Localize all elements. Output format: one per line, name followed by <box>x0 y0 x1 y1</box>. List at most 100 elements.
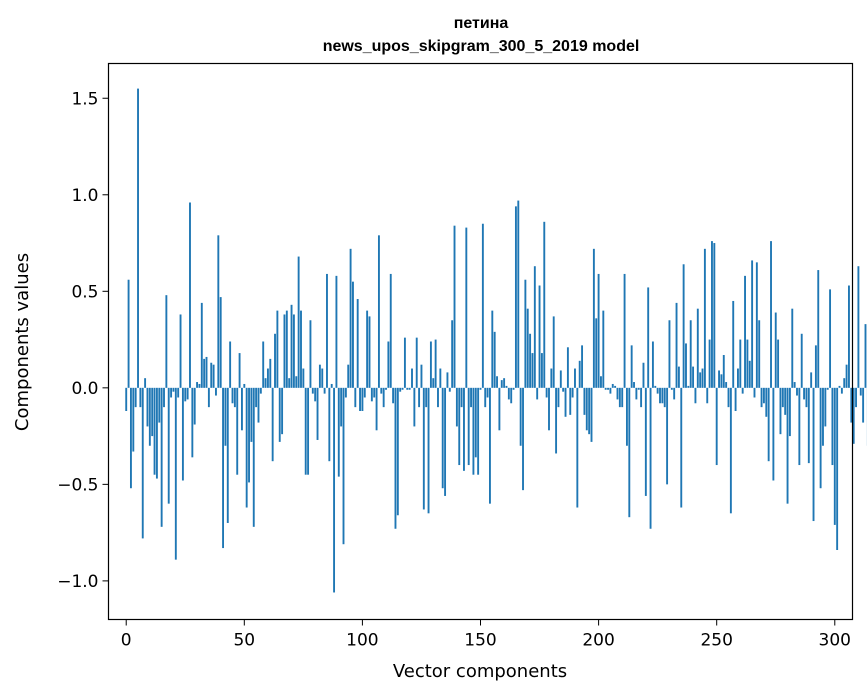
bar <box>141 387 144 539</box>
bar <box>838 385 841 388</box>
bar <box>363 387 366 398</box>
bar <box>706 387 709 404</box>
bar <box>779 387 782 435</box>
bar <box>642 362 645 388</box>
bar <box>292 314 295 388</box>
bar <box>791 308 794 388</box>
bar <box>680 387 683 508</box>
bar <box>673 387 676 400</box>
bar <box>463 387 465 471</box>
bar <box>533 266 536 388</box>
bar <box>663 387 666 408</box>
bar <box>852 387 855 444</box>
bar <box>375 387 378 431</box>
y-tick-label: −0.5 <box>57 475 98 495</box>
bar <box>751 260 754 388</box>
bar <box>196 382 199 388</box>
bar <box>255 387 258 408</box>
bar <box>538 285 541 388</box>
bar <box>545 387 548 398</box>
bar <box>814 345 817 388</box>
bar <box>427 387 430 514</box>
bar <box>607 387 609 390</box>
bar <box>583 387 586 415</box>
bar <box>356 299 359 388</box>
plot-frame <box>107 62 854 621</box>
bar <box>361 387 364 411</box>
bar <box>595 318 598 388</box>
x-tick-label: 250 <box>700 631 732 651</box>
bar <box>810 372 813 388</box>
bar <box>822 387 824 446</box>
bar <box>486 387 489 398</box>
chart-title-line2: news_upos_skipgram_300_5_2019 model <box>323 38 640 55</box>
bar <box>399 387 402 392</box>
bar <box>708 339 711 388</box>
bar <box>840 387 843 394</box>
bar <box>151 387 154 437</box>
bar <box>314 387 317 402</box>
bar <box>366 310 369 388</box>
bar <box>205 356 208 388</box>
chart-title-line1: петина <box>454 15 509 32</box>
bar <box>531 353 534 388</box>
bar <box>753 387 756 398</box>
bar <box>824 387 827 427</box>
bar <box>600 376 602 388</box>
bar <box>352 281 354 388</box>
bar <box>467 387 470 466</box>
bar <box>826 387 829 390</box>
bar <box>564 387 567 417</box>
bar <box>219 297 222 388</box>
bar <box>722 355 725 388</box>
bar <box>651 341 654 388</box>
bar <box>311 387 314 394</box>
bar <box>278 387 281 442</box>
bar <box>574 368 576 388</box>
bar <box>434 339 437 388</box>
bar <box>342 387 345 545</box>
bar <box>193 387 196 425</box>
bar <box>326 273 328 388</box>
bar <box>514 206 517 388</box>
bar <box>682 264 685 388</box>
bar <box>496 376 498 388</box>
bar <box>590 387 593 442</box>
bar <box>720 374 723 388</box>
bar <box>127 279 130 388</box>
bar <box>855 387 857 408</box>
bar <box>241 387 243 431</box>
bar <box>774 312 777 388</box>
bar <box>788 387 791 437</box>
y-tick-label: 0.5 <box>71 282 98 302</box>
bar <box>160 387 163 527</box>
bar <box>370 387 373 402</box>
bar <box>425 387 428 408</box>
bar <box>609 387 612 394</box>
bar <box>470 387 472 408</box>
bar <box>266 368 269 388</box>
bar <box>231 387 234 404</box>
bar <box>800 333 803 388</box>
x-tick-label: 0 <box>121 631 132 651</box>
bar <box>670 387 673 390</box>
bar <box>677 366 680 388</box>
bar <box>729 387 732 514</box>
bar <box>696 308 699 388</box>
bar <box>392 387 395 404</box>
bar <box>661 387 664 404</box>
bar <box>290 304 293 388</box>
bar <box>543 221 546 388</box>
bar <box>498 387 501 431</box>
bar <box>505 385 508 388</box>
bar <box>295 376 298 388</box>
bar <box>460 387 463 408</box>
bar <box>526 308 529 388</box>
bar <box>179 314 182 388</box>
bar <box>755 262 758 388</box>
bar <box>578 360 581 388</box>
bar <box>354 387 357 408</box>
bar <box>635 387 638 400</box>
bar <box>685 343 687 388</box>
